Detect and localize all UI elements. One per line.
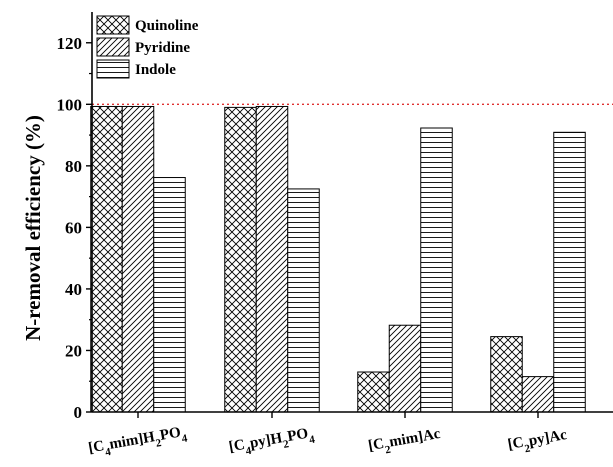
- legend-swatch-pyridine: [96, 37, 130, 57]
- legend: Quinoline Pyridine Indole: [96, 15, 199, 79]
- bar-indole-2: [287, 188, 320, 413]
- y-axis-label: N-removal efficiency (%): [21, 115, 45, 341]
- bar-quinoline-3: [357, 371, 390, 413]
- legend-label-pyridine: Pyridine: [135, 40, 190, 56]
- bar-pyridine-2: [255, 105, 289, 413]
- bar-pyridine-4: [521, 376, 555, 413]
- legend-swatch-quinoline: [96, 15, 130, 35]
- x-category-label: [C4py]H2PO4: [228, 425, 317, 461]
- y-tick-label: 60: [65, 218, 82, 237]
- y-tick-label: 120: [57, 34, 83, 53]
- y-tick-label: 20: [65, 341, 82, 360]
- y-tick-label: 40: [65, 280, 82, 299]
- x-category-label: [C2py]Ac: [507, 427, 570, 458]
- legend-label-quinoline: Quinoline: [135, 18, 199, 34]
- x-category-label: [C2mim]Ac: [367, 426, 443, 459]
- y-tick-label: 80: [65, 157, 82, 176]
- y-tick-label: 0: [74, 403, 83, 422]
- bar-pyridine-3: [388, 324, 422, 413]
- bar-quinoline-1: [90, 105, 123, 413]
- y-tick-label: 100: [57, 95, 83, 114]
- bar-quinoline-4: [490, 336, 523, 413]
- legend-label-indole: Indole: [135, 62, 176, 78]
- bar-quinoline-2: [224, 106, 257, 413]
- legend-swatch-indole: [96, 59, 130, 79]
- bar-indole-4: [553, 131, 586, 413]
- bars-layer: [90, 105, 586, 413]
- bar-indole-1: [153, 177, 186, 413]
- bar-pyridine-1: [121, 105, 155, 413]
- x-category-label: [C4mim]H2PO4: [87, 423, 189, 461]
- bar-indole-3: [420, 127, 453, 413]
